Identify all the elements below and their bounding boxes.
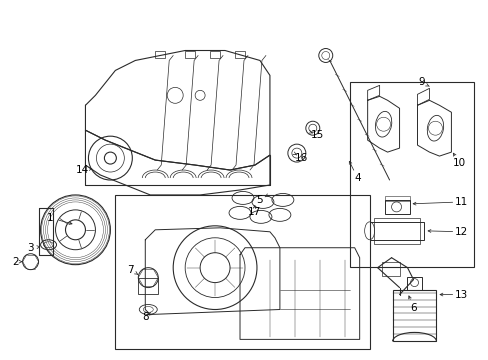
- Bar: [406, 276, 422, 289]
- Text: 12: 12: [454, 227, 467, 237]
- Bar: [392, 289, 436, 341]
- Text: 3: 3: [27, 243, 34, 253]
- Bar: [381, 262, 399, 276]
- Bar: [210, 50, 220, 58]
- Text: 4: 4: [354, 173, 360, 183]
- Text: 13: 13: [454, 289, 467, 300]
- Text: 1: 1: [47, 213, 54, 223]
- Text: 16: 16: [295, 153, 308, 163]
- Bar: [373, 218, 420, 244]
- Text: 17: 17: [247, 207, 260, 217]
- Bar: [384, 196, 408, 201]
- Text: 8: 8: [142, 312, 148, 323]
- Text: 7: 7: [127, 265, 133, 275]
- Text: 5: 5: [256, 195, 263, 205]
- Bar: [115, 195, 369, 349]
- Bar: [384, 200, 408, 214]
- Bar: [155, 50, 165, 58]
- Bar: [369, 222, 424, 240]
- Text: 2: 2: [12, 257, 19, 267]
- Bar: [349, 82, 473, 267]
- Text: 15: 15: [310, 130, 324, 140]
- Text: 11: 11: [454, 197, 467, 207]
- Bar: [235, 50, 244, 58]
- Bar: [138, 278, 158, 293]
- Bar: [185, 50, 195, 58]
- Text: 10: 10: [452, 158, 465, 168]
- Text: 9: 9: [417, 77, 424, 87]
- Text: 6: 6: [409, 302, 416, 312]
- Text: 14: 14: [76, 165, 89, 175]
